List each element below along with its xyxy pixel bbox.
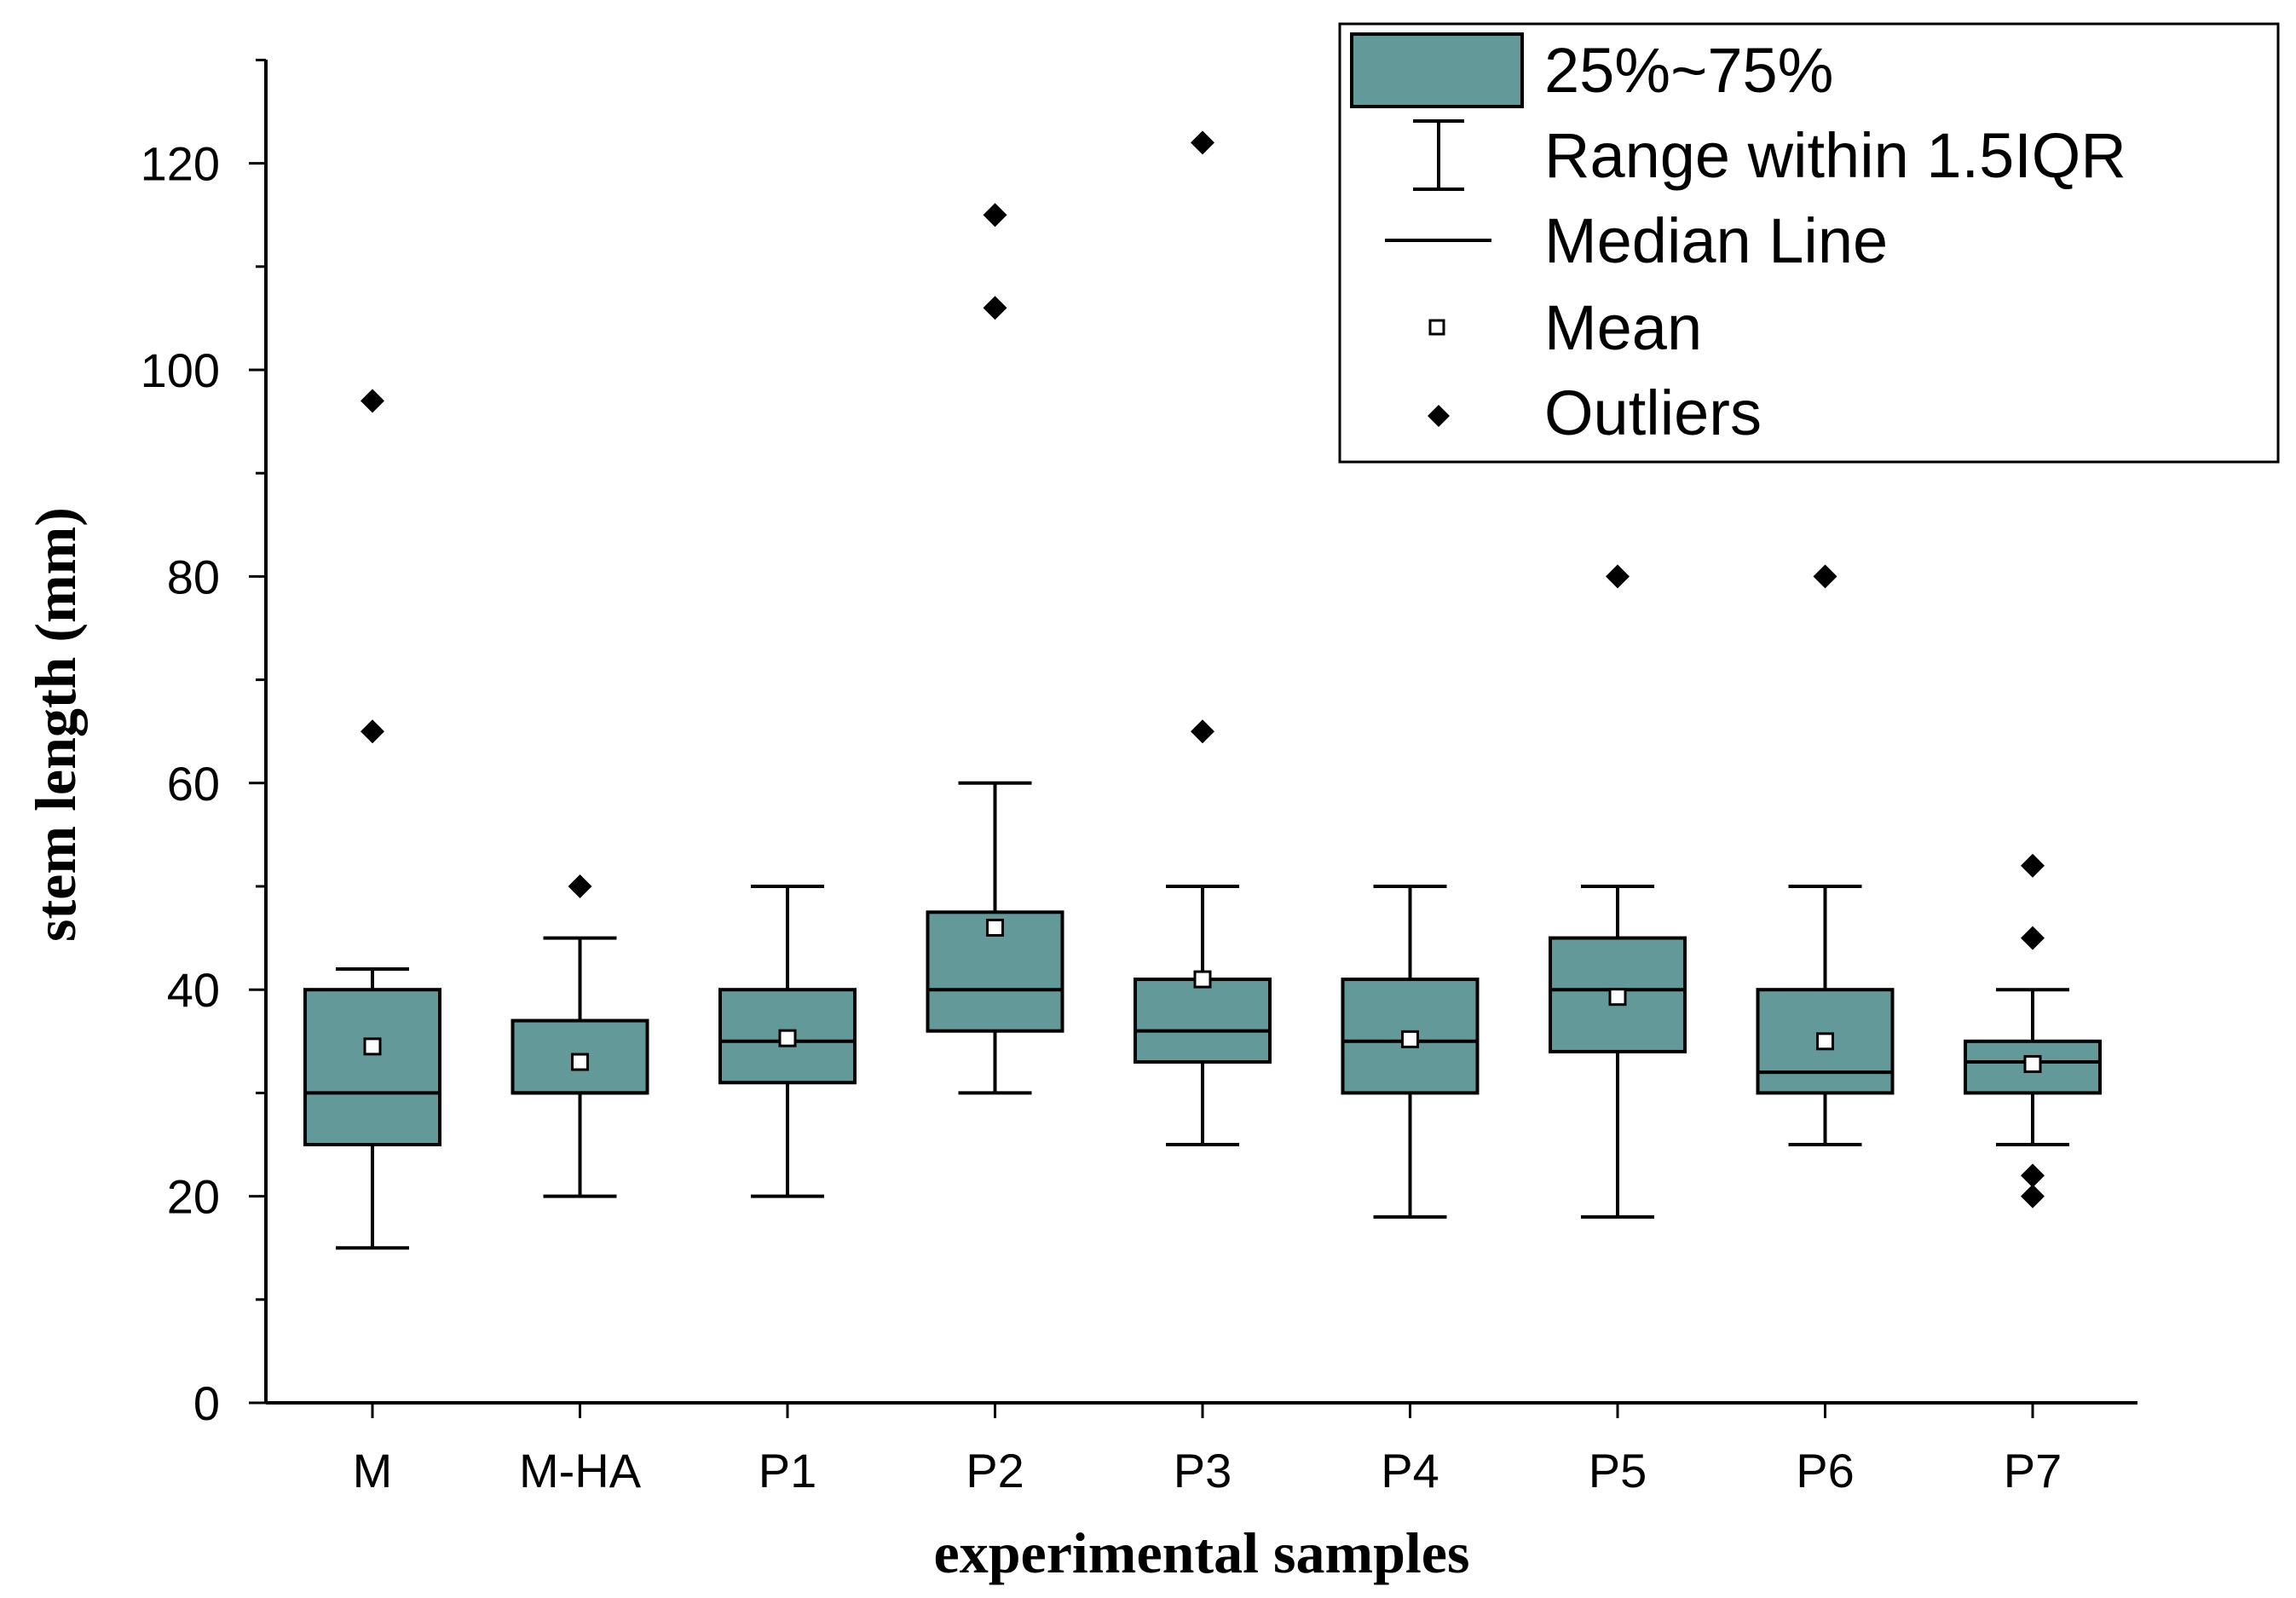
x-tick-label: P2: [966, 1444, 1024, 1497]
outlier-point: [1813, 564, 1837, 589]
iqr-box: [303, 988, 441, 1146]
legend-outlier-swatch: [1428, 405, 1450, 427]
x-tick-label: P4: [1381, 1444, 1439, 1497]
x-axis-title: experimental samples: [934, 1520, 1470, 1585]
box-group-p4: [1341, 885, 1480, 1219]
box-group-p1: [718, 885, 857, 1198]
iqr-box: [1134, 978, 1272, 1064]
mean-marker: [986, 918, 1004, 937]
y-axis-title: stem length (mm): [23, 507, 88, 942]
mean-marker: [1401, 1030, 1419, 1048]
x-tick-label: P3: [1174, 1444, 1232, 1497]
legend-label-iqr: 25%~75%: [1544, 35, 1833, 106]
mean-marker: [1193, 970, 1212, 989]
x-tick-label: P1: [759, 1444, 817, 1497]
y-tick-label: 60: [167, 757, 220, 811]
box-group-p7: [1964, 853, 2102, 1209]
box-group-p5: [1549, 564, 1687, 1219]
outlier-point: [568, 874, 592, 898]
mean-marker: [2023, 1054, 2042, 1073]
outlier-point: [983, 296, 1007, 320]
outlier-point: [1191, 719, 1214, 744]
x-ticks: M M-HA P1 P2 P3 P4 P5 P6 P7: [353, 1403, 2062, 1497]
outlier-point: [2021, 1163, 2045, 1188]
outlier-point: [1191, 130, 1214, 155]
outlier-point: [2021, 926, 2045, 950]
outlier-point: [2021, 1184, 2045, 1209]
y-ticks: 0 20 40 60 80 100 120: [141, 58, 266, 1430]
x-tick-label: P6: [1796, 1444, 1855, 1497]
box-group-p6: [1756, 564, 1895, 1146]
mean-marker: [1608, 988, 1627, 1007]
outlier-point: [361, 719, 384, 744]
x-tick-label: M-HA: [519, 1444, 642, 1497]
y-tick-label: 40: [167, 963, 220, 1017]
legend-label-median: Median Line: [1544, 205, 1888, 276]
outlier-point: [983, 203, 1007, 228]
legend-label-mean: Mean: [1544, 292, 1702, 363]
y-tick-label: 120: [141, 137, 220, 191]
mean-marker: [363, 1037, 382, 1056]
outlier-point: [361, 389, 384, 413]
y-tick-label: 100: [141, 343, 220, 397]
box-group-m: [303, 389, 441, 1250]
outlier-point: [2021, 853, 2045, 878]
y-tick-label: 80: [167, 550, 220, 603]
legend-label-outliers: Outliers: [1544, 378, 1762, 448]
legend-whisker-swatch: [1413, 119, 1464, 191]
legend: 25%~75% Range within 1.5IQR Median Line …: [1338, 22, 2280, 464]
x-tick-label: M: [353, 1444, 393, 1497]
mean-marker: [778, 1029, 797, 1047]
box-group-m-ha: [511, 874, 649, 1198]
legend-box-swatch: [1350, 32, 1524, 108]
legend-mean-swatch: [1428, 319, 1445, 336]
y-tick-label: 0: [193, 1376, 220, 1430]
mean-marker: [571, 1053, 589, 1071]
y-tick-label: 20: [167, 1170, 220, 1224]
mean-marker: [1816, 1032, 1834, 1051]
legend-label-range: Range within 1.5IQR: [1544, 120, 2126, 191]
box-group-p3: [1134, 130, 1272, 1146]
x-tick-label: P7: [2004, 1444, 2062, 1497]
plot-marks: [303, 130, 2102, 1250]
box-group-p2: [926, 203, 1064, 1095]
outlier-point: [1606, 564, 1630, 589]
x-tick-label: P5: [1589, 1444, 1647, 1497]
